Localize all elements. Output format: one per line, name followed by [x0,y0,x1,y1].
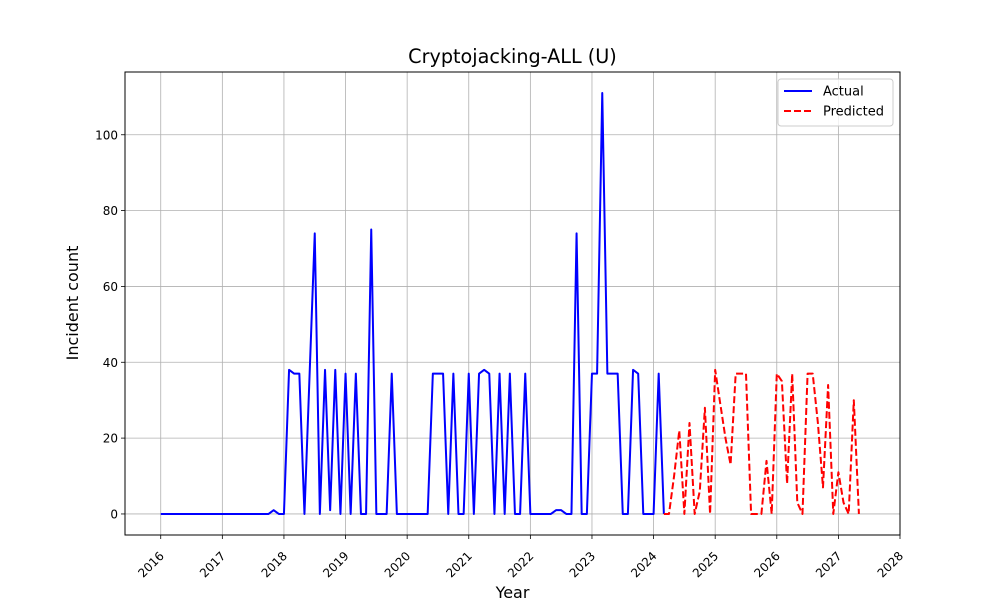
y-tick-label: 0 [110,507,118,521]
y-tick-label: 40 [103,356,118,370]
y-tick-label: 60 [103,280,118,294]
chart-title: Cryptojacking-ALL (U) [408,45,617,68]
plot-frame [124,71,901,536]
legend-label-predicted: Predicted [823,105,884,120]
legend-label-actual: Actual [823,85,864,100]
y-tick-label: 20 [103,432,118,446]
series-line-predicted [663,368,860,515]
plot-lines [160,92,860,515]
x-axis-label: Year [495,583,530,600]
y-tick-label: 100 [95,128,118,142]
legend[interactable]: Actual Predicted [777,78,894,127]
y-axis-ticks: 0 20 40 60 80 100 [95,128,125,521]
y-axis-label: Incident count [63,246,82,361]
series-line-actual [160,92,665,515]
y-tick-label: 80 [103,204,118,218]
